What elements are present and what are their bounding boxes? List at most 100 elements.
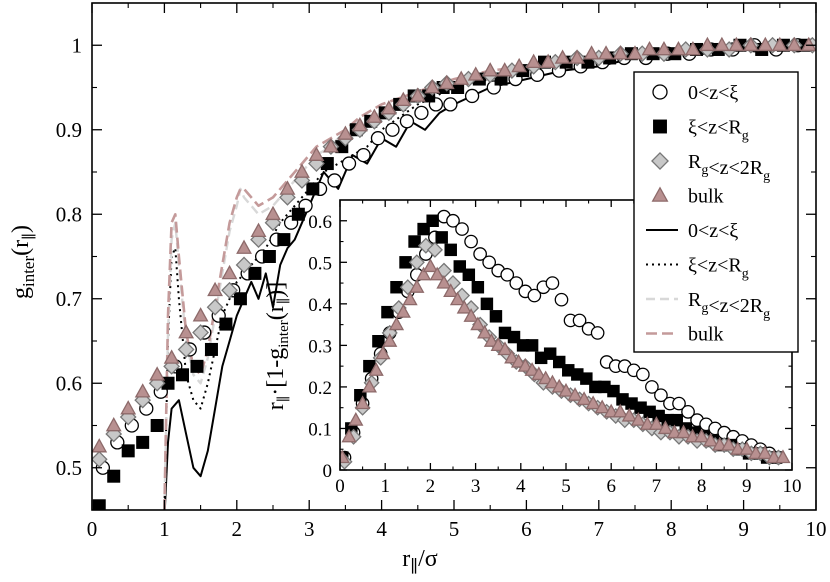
inset-data-point	[368, 362, 384, 376]
inset-x-tick-label: 5	[561, 476, 571, 497]
inset-data-point	[552, 355, 566, 369]
main-y-tick-label: 0.7	[56, 287, 82, 311]
main-data-point	[554, 49, 571, 64]
inset-data-point	[612, 403, 628, 418]
main-data-point	[92, 450, 108, 468]
legend-label: Rg<z<2Rg	[688, 289, 770, 322]
legend-marker	[651, 186, 669, 202]
legend-entry: 0<z<ξ	[652, 82, 738, 104]
main-data-point	[204, 342, 218, 356]
main-x-tick-label: 8	[666, 517, 677, 541]
inset-data-point	[654, 388, 668, 403]
inset-x-tick-label: 9	[742, 476, 752, 497]
main-data-point	[149, 366, 166, 381]
legend-entry: Rg<z<2Rg	[651, 151, 770, 184]
main-data-point	[395, 91, 412, 107]
inset-x-tick-label: 3	[471, 476, 481, 497]
main-data-point	[351, 117, 368, 132]
inset-data-point	[446, 213, 460, 228]
main-data-point	[262, 249, 276, 263]
main-data-point	[248, 266, 262, 280]
inset-data-point	[630, 411, 646, 426]
inset-data-point	[348, 411, 364, 426]
inset-data-point	[590, 326, 605, 340]
inset-data-point	[473, 247, 487, 261]
main-data-point	[279, 180, 296, 195]
legend-label: 0<z<ξ	[688, 220, 738, 242]
main-data-point	[235, 256, 253, 274]
inset-data-point	[739, 441, 755, 455]
inset-data-point	[470, 316, 486, 331]
inset-data-point	[703, 432, 719, 447]
inset-data-point	[510, 353, 527, 368]
legend-label: ξ<z<Rg	[688, 117, 749, 144]
inset-data-point	[621, 407, 637, 422]
main-data-point	[190, 359, 204, 373]
inset-data-point	[603, 403, 619, 418]
main-data-point	[414, 105, 429, 120]
main-data-point	[511, 57, 528, 73]
main-solid-series	[163, 44, 816, 510]
main-data-point	[366, 108, 383, 123]
inset-y-tick-label: 0.6	[308, 212, 332, 233]
legend-entry: ξ<z<Rg	[653, 117, 749, 144]
main-data-point	[800, 36, 816, 52]
main-x-tick-label: 2	[232, 517, 243, 541]
main-data-point	[221, 281, 238, 299]
main-data-point	[453, 70, 470, 85]
main-data-point	[496, 62, 513, 77]
main-data-point	[341, 156, 357, 171]
inset-data-point	[417, 222, 430, 236]
main-data-point	[482, 62, 499, 77]
main-data-point	[178, 324, 195, 339]
main-data-point	[467, 66, 484, 81]
legend-entry: 0<z<ξ	[646, 220, 738, 242]
main-data-point	[670, 40, 687, 56]
inset-data-point	[408, 235, 421, 248]
inset-data-point	[483, 333, 500, 347]
main-data-point	[236, 239, 252, 254]
inset-data-point	[585, 395, 601, 410]
main-data-point	[192, 324, 209, 341]
inset-data-point	[489, 310, 503, 323]
main-data-point	[233, 292, 247, 306]
inset-data-point	[748, 445, 764, 459]
main-x-tick-label: 7	[594, 517, 605, 541]
main-x-tick-label: 0	[87, 517, 98, 541]
main-pink-triangle-series	[92, 36, 816, 453]
main-y-tick-label: 1	[72, 33, 83, 57]
main-data-point	[370, 131, 386, 146]
inset-data-point	[672, 396, 686, 411]
inset-data-point	[480, 297, 494, 311]
main-data-point	[120, 400, 137, 415]
inset-data-point	[463, 308, 479, 322]
main-data-point	[399, 114, 415, 129]
inset-data-point	[527, 288, 542, 303]
inset-x-tick-label: 0	[335, 476, 345, 497]
main-data-point	[105, 425, 123, 443]
main-data-point	[221, 264, 238, 280]
main-data-point	[728, 36, 745, 52]
main-plot: 0 1 2 3 4 5 6 7 8 9 100.50.60.70.80.91r∥/σginter(r…	[8, 2, 827, 576]
inset-data-point	[471, 281, 485, 294]
legend-entry: bulk	[651, 186, 724, 208]
inset-data-point	[477, 324, 493, 339]
legend-entry: Rg<z<2Rg	[646, 289, 770, 322]
inset-data-point	[684, 428, 701, 443]
main-data-point	[277, 233, 291, 247]
main-data-point	[306, 182, 320, 196]
inset-data-point	[462, 268, 476, 281]
legend-label: bulk	[688, 186, 724, 208]
main-data-point	[583, 45, 600, 60]
inset-data-point	[594, 399, 610, 414]
inset-data-point	[453, 260, 467, 273]
inset-data-point	[576, 391, 592, 405]
main-data-point	[92, 438, 108, 453]
main-data-point	[175, 368, 189, 382]
main-data-point	[569, 49, 586, 64]
legend-label: 0<z<ξ	[688, 82, 738, 104]
main-data-point	[684, 40, 701, 56]
inset-data-point	[545, 276, 560, 290]
inset-data-point	[444, 243, 457, 257]
